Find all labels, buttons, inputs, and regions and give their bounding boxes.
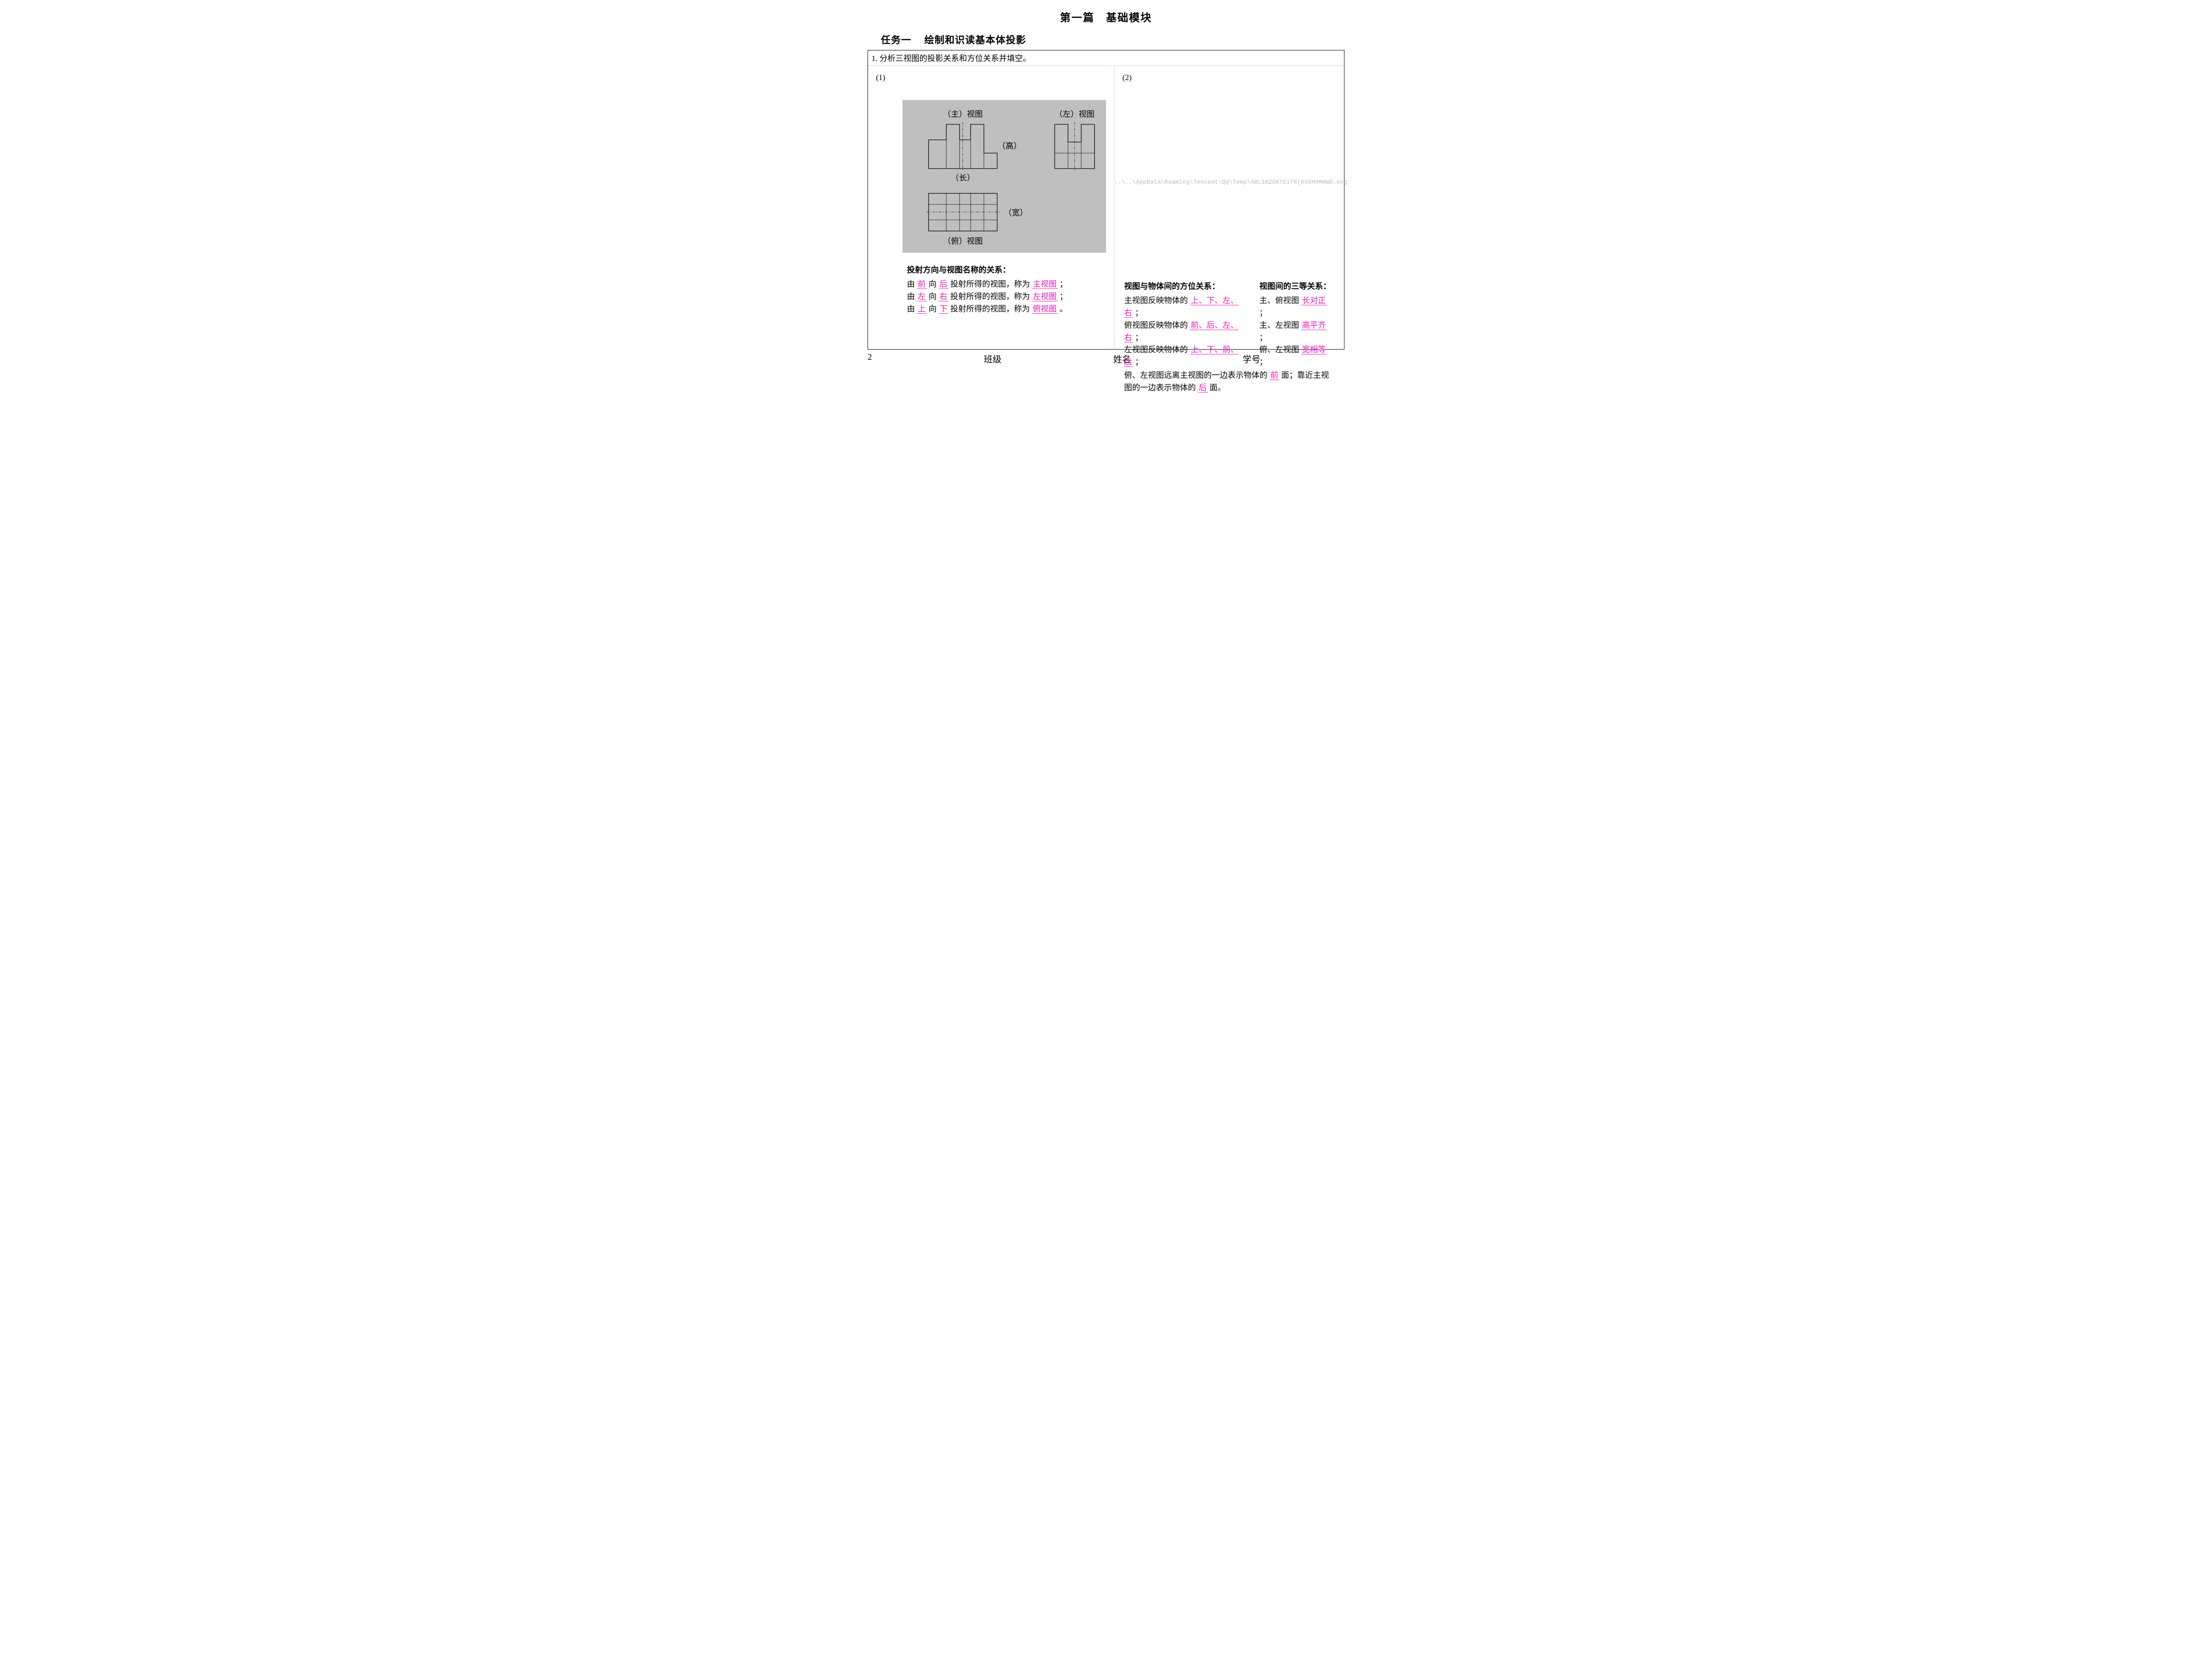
l3-m2: 投射所得的视图，称为 — [949, 304, 1032, 313]
b2-blank: 高平齐 — [1301, 321, 1327, 330]
a-line-1: 主视图反映物体的 上、下、左、右 ； — [1124, 295, 1246, 319]
b-line-1: 主、俯视图 长对正 ； — [1260, 295, 1335, 319]
column-1: (1) （主）视图 — [868, 66, 1114, 349]
left-line-3: 由 上 向 下 投射所得的视图，称为 俯视图 。 — [907, 303, 1106, 316]
b1-pre: 主、俯视图 — [1260, 296, 1302, 305]
a1-post: ； — [1133, 308, 1143, 317]
l3-b3: 俯视图 — [1032, 304, 1058, 314]
left-section-heading: 投射方向与视图名称的关系： — [907, 264, 1106, 277]
subquestion-2-number: (2) — [1122, 73, 1336, 82]
height-annot: （高） — [998, 140, 1022, 151]
l1-b1: 前 — [917, 280, 927, 289]
b2-post: ； — [1260, 333, 1267, 342]
left-line-1: 由 前 向 后 投射所得的视图，称为 主视图 ； — [907, 278, 1106, 291]
a-line-3: 左视图反映物体的 上、下、前、后 ； — [1124, 344, 1246, 369]
top-view-label: （俯）视图 — [926, 235, 999, 246]
b-line-3: 俯、左视图 宽相等 ； — [1260, 344, 1335, 369]
l3-post: 。 — [1058, 304, 1068, 313]
three-view-diagram: （主）视图 （长） — [902, 100, 1106, 253]
b1-blank: 长对正 — [1301, 296, 1327, 305]
l2-b3: 左视图 — [1032, 292, 1058, 301]
page-header-title: 第一篇 基础模块 — [797, 9, 1415, 24]
tail-t3: 面。 — [1208, 383, 1226, 392]
left-view-label: （左）视图 — [1052, 108, 1097, 119]
l2-b2: 右 — [939, 292, 949, 301]
subquestion-1-number: (1) — [876, 73, 1106, 82]
front-view-svg — [926, 122, 999, 171]
b-line-2: 主、左视图 高平齐 ； — [1260, 319, 1335, 344]
b3-blank: 宽相等 — [1301, 345, 1327, 354]
l2-m1: 向 — [927, 292, 939, 301]
left-view-svg — [1052, 122, 1097, 171]
l2-b1: 左 — [917, 292, 927, 301]
worksheet-frame: 1. 分析三视图的投影关系和方位关系并填空。 (1) （主）视图 — [868, 50, 1344, 350]
l3-pre: 由 — [907, 304, 917, 313]
question-text: 1. 分析三视图的投影关系和方位关系并填空。 — [868, 50, 1344, 66]
tail-b2: 后 — [1198, 383, 1208, 392]
front-view-label: （主）视图 — [926, 108, 999, 119]
col-a: 视图与物体间的方位关系： 主视图反映物体的 上、下、左、右 ； 俯视图反映物体的… — [1124, 281, 1246, 369]
top-view-svg — [926, 191, 999, 233]
l2-post: ； — [1058, 292, 1068, 301]
l3-m1: 向 — [927, 304, 939, 313]
col-b-heading: 视图间的三等关系： — [1260, 281, 1335, 293]
b2-pre: 主、左视图 — [1260, 321, 1302, 330]
a2-post: ； — [1133, 333, 1143, 342]
content-row: (1) （主）视图 — [868, 66, 1344, 349]
a-line-2: 俯视图反映物体的 前、后、左、右 ； — [1124, 319, 1246, 344]
l3-b2: 下 — [939, 304, 949, 314]
task-title: 任务一 绘制和识读基本体投影 — [881, 32, 1415, 46]
width-label: （宽） — [1004, 207, 1028, 218]
l2-m2: 投射所得的视图，称为 — [949, 292, 1032, 301]
a3-pre: 左视图反映物体的 — [1124, 345, 1190, 354]
column-2: (2) ..\..\AppData\Roaming\Tencent\QQ\Tem… — [1114, 66, 1344, 349]
left-line-2: 由 左 向 右 投射所得的视图，称为 左视图 ； — [907, 291, 1106, 303]
left-view-block: （左）视图 — [1052, 108, 1097, 171]
height-label: （高） — [998, 142, 1022, 150]
l1-b2: 后 — [939, 280, 949, 289]
col-a-heading: 视图与物体间的方位关系： — [1124, 281, 1246, 293]
tail-line: 俯、左视图远离主视图的一边表示物体的 前 面；靠近主视图的一边表示物体的 后 面… — [1124, 369, 1334, 394]
tail-b1: 前 — [1270, 371, 1279, 380]
class-label: 班级 — [984, 352, 1002, 365]
page-number: 2 — [868, 352, 872, 365]
l1-post: ； — [1058, 280, 1068, 289]
a3-post: ； — [1133, 358, 1143, 366]
top-view-block: （宽） （俯）视图 — [926, 191, 1100, 246]
tail-t1: 俯、左视图远离主视图的一边表示物体的 — [1124, 371, 1270, 380]
l2-pre: 由 — [907, 292, 917, 301]
missing-image-placeholder: ..\..\AppData\Roaming\Tencent\QQ\Temp\4B… — [1114, 179, 1344, 185]
a2-pre: 俯视图反映物体的 — [1124, 321, 1190, 330]
l1-b3: 主视图 — [1032, 280, 1058, 289]
l1-m1: 向 — [927, 280, 939, 289]
l1-m2: 投射所得的视图，称为 — [949, 280, 1032, 289]
l3-b1: 上 — [917, 304, 927, 314]
b3-pre: 俯、左视图 — [1260, 345, 1302, 354]
front-view-block: （主）视图 （长） — [926, 108, 999, 183]
a1-pre: 主视图反映物体的 — [1124, 296, 1190, 305]
length-label: （长） — [926, 172, 999, 183]
left-text-block: 投射方向与视图名称的关系： 由 前 向 后 投射所得的视图，称为 主视图 ； 由… — [907, 264, 1106, 316]
b3-post: ； — [1260, 358, 1267, 366]
right-text-block: 视图与物体间的方位关系： 主视图反映物体的 上、下、左、右 ； 俯视图反映物体的… — [1124, 281, 1334, 394]
col-b: 视图间的三等关系： 主、俯视图 长对正 ； 主、左视图 高平齐 ； 俯、左视图 … — [1260, 281, 1335, 369]
b1-post: ； — [1260, 308, 1267, 317]
l1-pre: 由 — [907, 280, 917, 289]
